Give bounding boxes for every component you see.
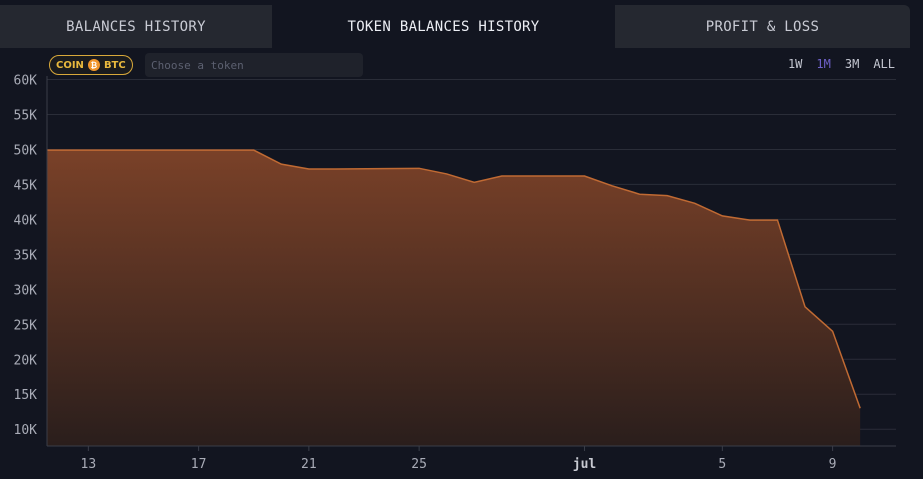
axes [46, 76, 896, 447]
range-all-button[interactable]: ALL [873, 57, 895, 71]
y-tick-label: 25K [14, 318, 38, 333]
tab-token-balances-history[interactable]: TOKEN BALANCES HISTORY [272, 5, 615, 48]
x-tick-label: 21 [301, 457, 317, 472]
y-tick-label: 45K [14, 178, 38, 193]
x-tick-label: 25 [411, 457, 427, 472]
y-tick-label: 55K [14, 108, 38, 123]
x-tick-label: jul [573, 457, 596, 472]
y-tick-label: 35K [14, 248, 38, 263]
y-tick-label: 10K [14, 423, 38, 438]
y-tick-label: 15K [14, 388, 38, 403]
tab-balances-history[interactable]: BALANCES HISTORY [0, 5, 272, 48]
token-search-input[interactable] [145, 53, 363, 77]
coin-filter-chip[interactable]: COIN ₿ BTC [49, 55, 133, 75]
range-1m-button[interactable]: 1M [816, 57, 831, 71]
y-tick-label: 60K [14, 73, 38, 88]
x-tick-label: 5 [718, 457, 726, 472]
y-tick-label: 20K [14, 353, 38, 368]
coin-filter-token: BTC [103, 59, 126, 71]
bitcoin-icon: ₿ [87, 59, 100, 71]
y-axis-ticks: 10K 15K 20K 25K 30K 35K 40K 45K 50K 55K 60K [14, 73, 38, 438]
coin-filter-prefix: COIN [56, 59, 84, 71]
y-tick-label: 50K [14, 143, 38, 158]
range-3m-button[interactable]: 3M [844, 57, 860, 71]
range-1w-button[interactable]: 1W [787, 57, 803, 71]
y-tick-label: 30K [14, 283, 38, 298]
y-tick-label: 40K [14, 213, 38, 228]
time-range-selector: 1W 1M 3M ALL [788, 57, 895, 71]
tab-profit-and-loss[interactable]: PROFIT & LOSS [615, 5, 910, 48]
x-tick-label: 13 [81, 457, 97, 472]
x-axis-ticks: 13 17 21 25 jul 5 9 [81, 446, 837, 472]
tab-bar: BALANCES HISTORY TOKEN BALANCES HISTORY … [0, 5, 910, 48]
x-tick-label: 9 [829, 457, 837, 472]
balance-area-fill [47, 150, 861, 446]
x-tick-label: 17 [191, 457, 207, 472]
balance-series-line [47, 149, 861, 409]
